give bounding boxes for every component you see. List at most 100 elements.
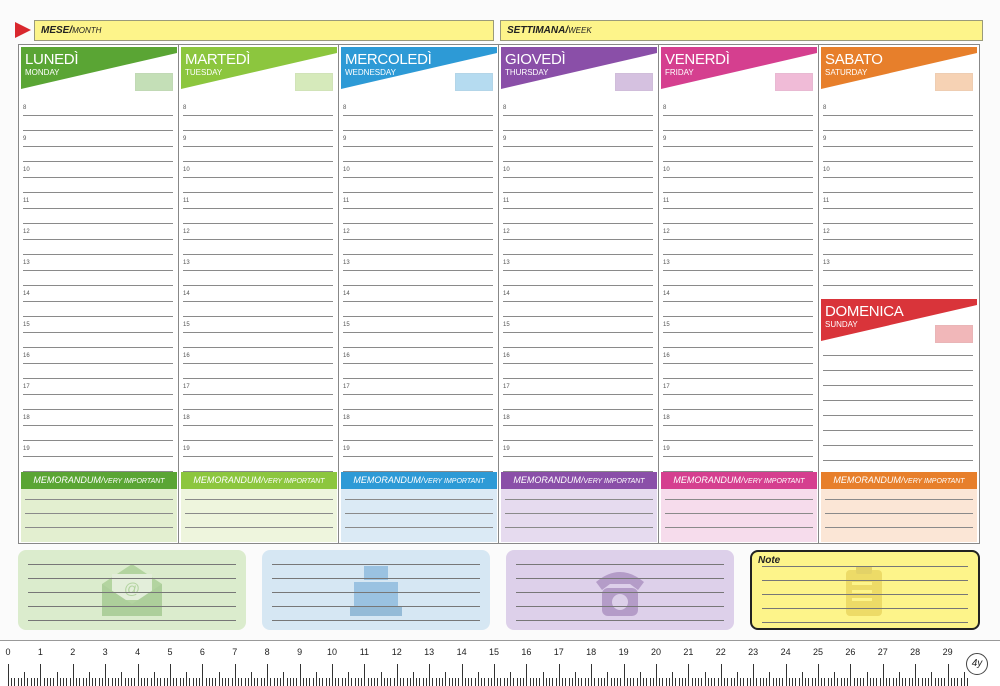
- ruler-tick: [160, 678, 162, 686]
- ruler-tick: [435, 678, 437, 686]
- write-line: [823, 254, 973, 255]
- ruler-tick: [808, 678, 810, 686]
- ruler-tick: [659, 678, 661, 686]
- memorandum-box[interactable]: MEMORANDUM/VERY IMPORTANT: [21, 472, 177, 542]
- ruler-number: 17: [553, 647, 564, 657]
- ruler-tick: [775, 678, 777, 686]
- date-box[interactable]: [135, 73, 173, 91]
- ruler-tick: [319, 678, 321, 686]
- write-line: [503, 409, 653, 410]
- ruler-tick: [458, 678, 460, 686]
- hour-label: 16: [663, 353, 670, 359]
- memorandum-body: [341, 489, 497, 542]
- ruler-tick: [380, 672, 382, 686]
- ruler-tick: [260, 678, 262, 686]
- ruler-number: 2: [70, 647, 76, 657]
- write-line: [23, 208, 173, 209]
- ruler-tick: [685, 678, 687, 686]
- ruler-number: 25: [812, 647, 824, 657]
- email-box[interactable]: @: [18, 550, 246, 630]
- date-box[interactable]: [775, 73, 813, 91]
- memo-line: [185, 527, 333, 528]
- ruler-tick: [766, 678, 768, 686]
- ruler-tick: [309, 678, 311, 686]
- ruler-number: 13: [424, 647, 435, 657]
- ruler-tick: [662, 678, 664, 686]
- write-line: [663, 146, 813, 147]
- hour-label: 12: [663, 229, 670, 235]
- date-box[interactable]: [935, 73, 973, 91]
- ruler-tick: [189, 678, 191, 686]
- date-box[interactable]: [615, 73, 653, 91]
- date-box[interactable]: [295, 73, 333, 91]
- ruler-tick: [717, 678, 719, 686]
- ruler-tick: [928, 678, 930, 686]
- brand-logo: 4y: [966, 653, 988, 675]
- hour-label: 8: [823, 105, 827, 111]
- ruler-tick: [905, 678, 907, 686]
- ruler-tick: [438, 678, 440, 686]
- month-field[interactable]: MESE/MONTH: [34, 20, 494, 41]
- date-box[interactable]: [455, 73, 493, 91]
- ruler-tick: [37, 678, 39, 686]
- ruler-tick: [756, 678, 758, 686]
- write-line: [183, 332, 333, 333]
- write-line: [183, 347, 333, 348]
- ruler-tick: [137, 664, 139, 686]
- ruler-tick: [140, 678, 142, 686]
- ruler-tick: [824, 678, 826, 686]
- ruler-tick: [649, 678, 651, 686]
- date-box[interactable]: [935, 325, 973, 343]
- ruler-tick: [11, 678, 13, 686]
- ruler-tick: [591, 664, 593, 686]
- week-field[interactable]: SETTIMANA/WEEK: [500, 20, 983, 41]
- write-line: [183, 471, 333, 472]
- ruler-tick: [571, 678, 573, 686]
- memorandum-box[interactable]: MEMORANDUM/VERY IMPORTANT: [341, 472, 497, 542]
- write-line: [183, 177, 333, 178]
- memorandum-header: MEMORANDUM/VERY IMPORTANT: [21, 472, 177, 489]
- ruler-tick: [215, 678, 217, 686]
- memorandum-box[interactable]: MEMORANDUM/VERY IMPORTANT: [501, 472, 657, 542]
- memorandum-box[interactable]: MEMORANDUM/VERY IMPORTANT: [661, 472, 817, 542]
- ruler-tick: [370, 678, 372, 686]
- hour-label: 14: [183, 291, 190, 297]
- hour-label: 18: [343, 415, 350, 421]
- write-line: [343, 394, 493, 395]
- memorandum-sublabel: VERY IMPORTANT: [423, 478, 485, 485]
- ruler-tick: [707, 678, 709, 686]
- write-line: [23, 239, 173, 240]
- ruler-tick: [176, 678, 178, 686]
- ruler-tick: [464, 678, 466, 686]
- ruler-number: 28: [910, 647, 921, 657]
- ruler-tick: [195, 678, 197, 686]
- phone-box[interactable]: [506, 550, 734, 630]
- payments-box[interactable]: [262, 550, 490, 630]
- ruler-tick: [332, 664, 333, 686]
- ruler-tick: [24, 672, 26, 686]
- ruler-tick: [759, 678, 761, 686]
- day-name-english: FRIDAY: [665, 68, 694, 77]
- memorandum-box[interactable]: MEMORANDUM/VERY IMPORTANT: [181, 472, 337, 542]
- ruler-tick: [869, 678, 871, 686]
- ruler-tick: [43, 678, 45, 686]
- hour-label: 10: [823, 167, 830, 173]
- memo-line: [25, 527, 173, 528]
- note-box[interactable]: Note: [750, 550, 980, 630]
- ruler-tick: [701, 678, 703, 686]
- memo-line: [505, 499, 653, 500]
- ruler-tick: [931, 672, 933, 686]
- hour-label: 14: [23, 291, 30, 297]
- write-line: [823, 445, 973, 446]
- hour-label: 10: [503, 167, 510, 173]
- ruler-tick: [711, 678, 713, 686]
- ruler-tick: [17, 678, 19, 686]
- hour-label: 11: [183, 198, 190, 204]
- hour-label: 12: [823, 229, 830, 235]
- hour-label: 15: [503, 322, 510, 328]
- hour-label: 17: [503, 384, 510, 390]
- ruler-tick: [50, 678, 52, 686]
- ruler-tick: [740, 678, 742, 686]
- ruler-tick: [795, 678, 797, 686]
- memorandum-box[interactable]: MEMORANDUM/VERY IMPORTANT: [821, 472, 977, 542]
